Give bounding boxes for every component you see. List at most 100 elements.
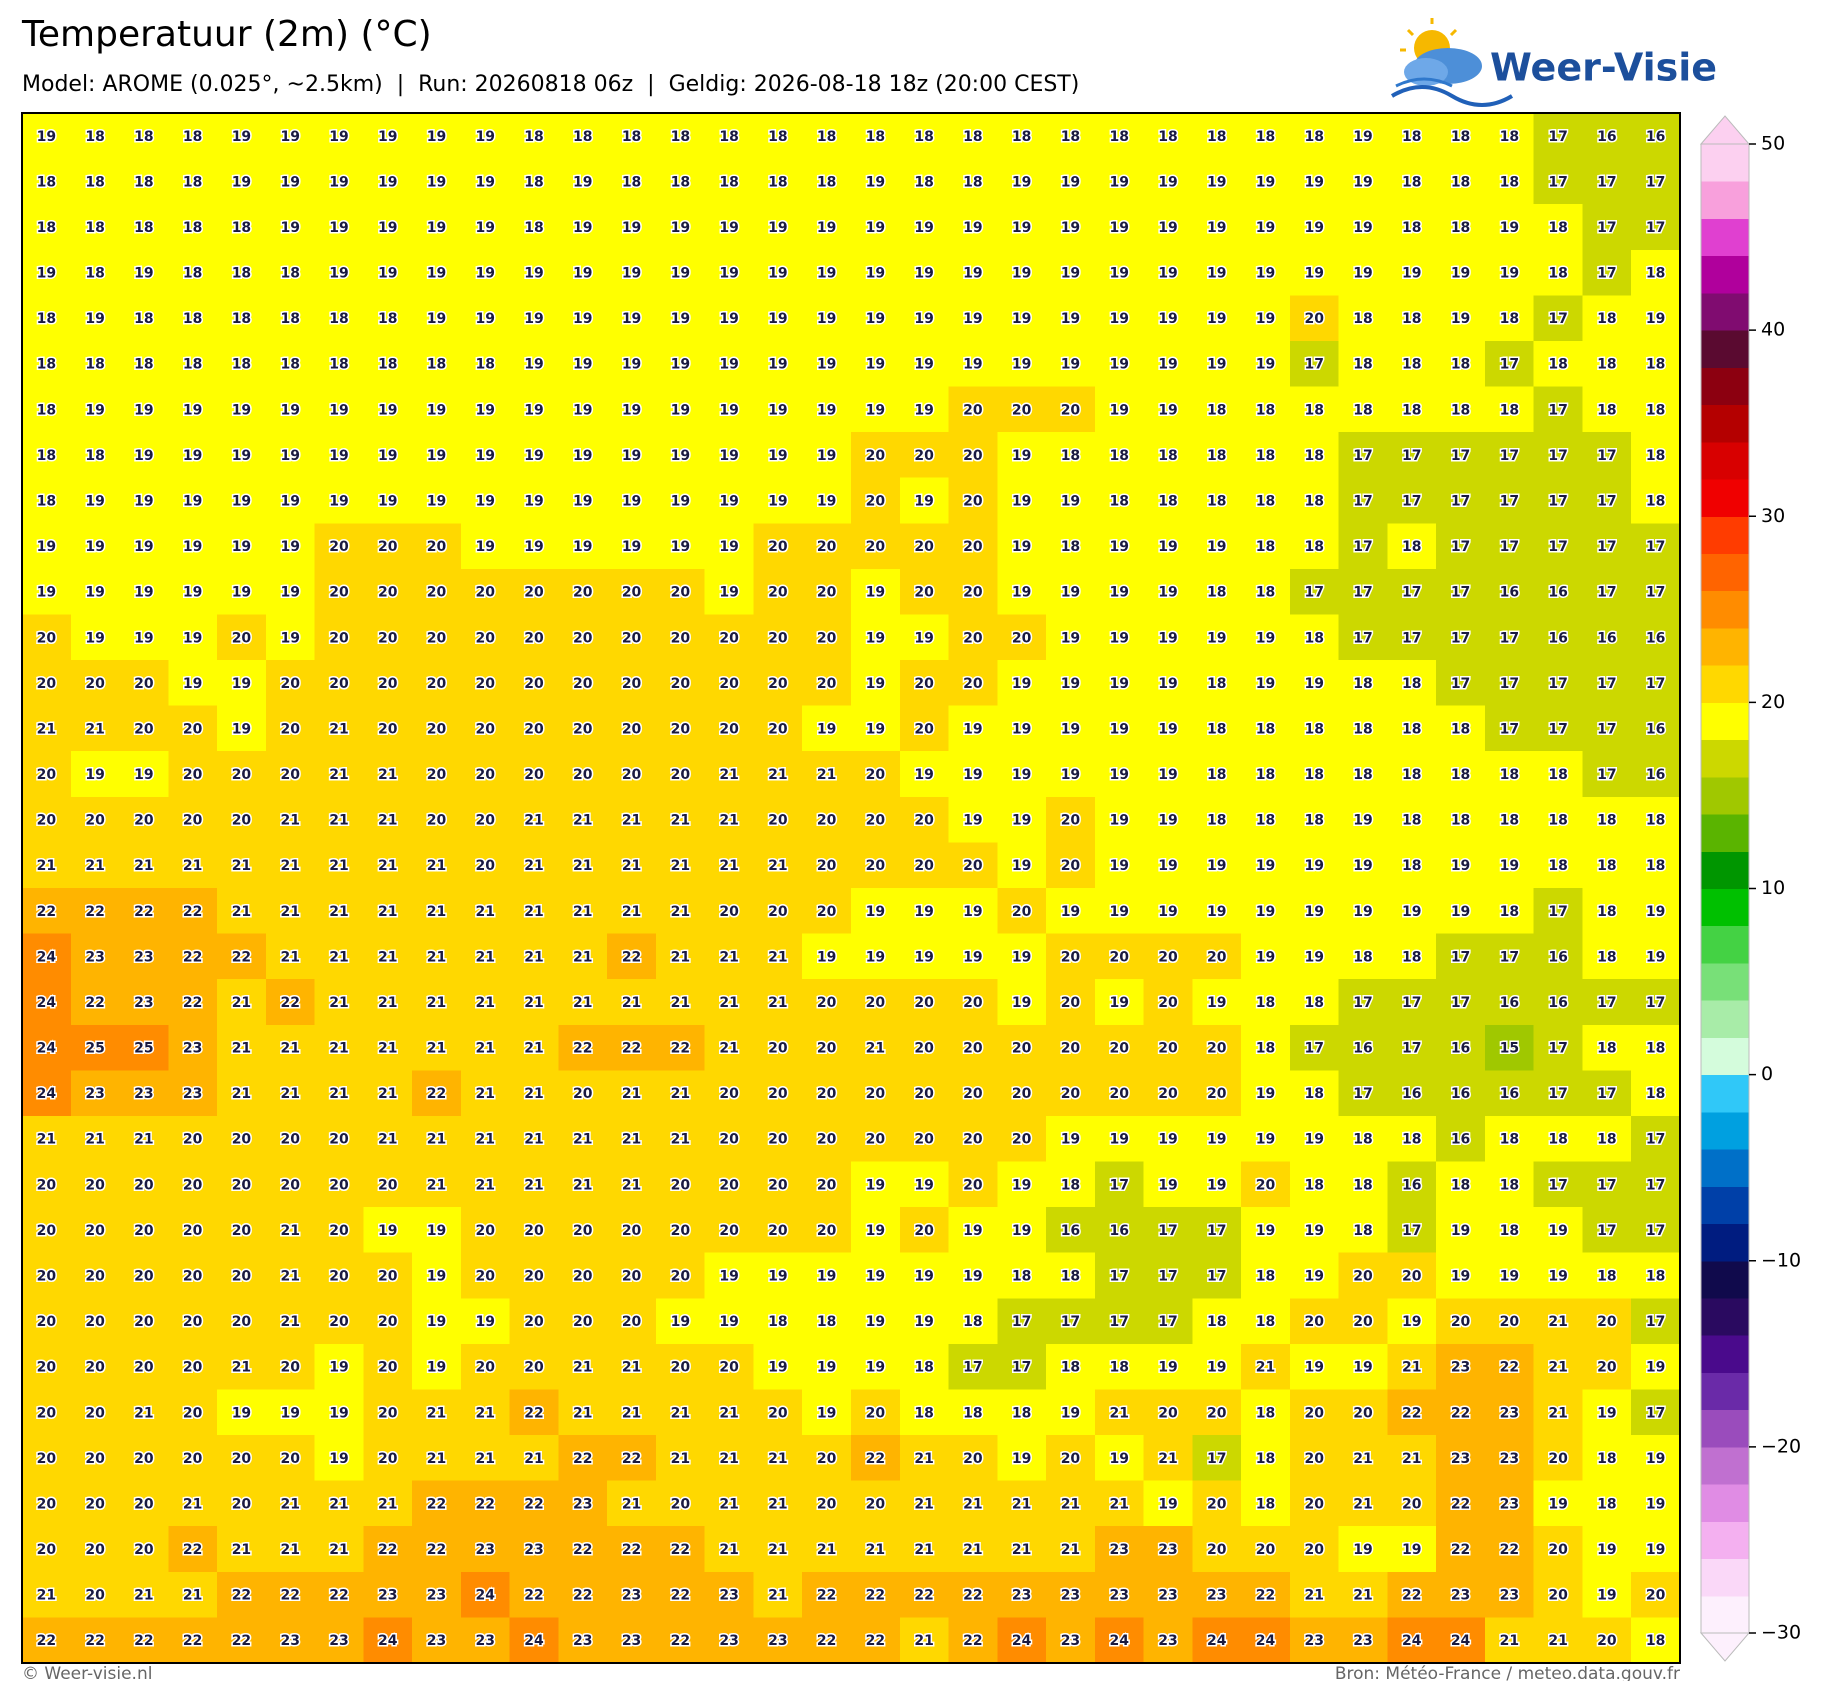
temp-label: 19: [524, 402, 543, 418]
temp-cell: [1484, 113, 1535, 160]
temp-cell: [412, 340, 462, 388]
temp-label: 19: [1158, 721, 1177, 737]
temp-cell: [997, 1617, 1047, 1663]
temp-label: 19: [1109, 539, 1128, 555]
temp-label: 21: [85, 858, 104, 874]
temp-cell: [412, 979, 462, 1026]
temp-label: 23: [476, 1542, 495, 1558]
temp-label: 19: [1109, 630, 1128, 646]
temp-cell: [997, 249, 1047, 296]
temp-cell: [948, 1617, 998, 1663]
temp-cell: [1094, 796, 1145, 844]
temp-cell: [558, 113, 608, 160]
temp-cell: [314, 1070, 364, 1117]
temp-label: 19: [329, 1405, 348, 1421]
temp-cell: [412, 888, 462, 935]
temp-cell: [753, 1571, 803, 1619]
temp-cell: [704, 204, 755, 251]
temp-cell: [851, 568, 901, 616]
temp-cell: [1631, 1571, 1680, 1619]
temp-label: 19: [1353, 858, 1372, 874]
temp-label: 19: [85, 539, 104, 555]
temp-label: 18: [134, 311, 153, 327]
temp-cell: [168, 295, 218, 342]
temp-cell: [851, 979, 901, 1026]
temp-cell: [509, 568, 560, 616]
temp-cell: [704, 979, 755, 1026]
temp-label: 20: [768, 904, 788, 920]
temp-cell: [1192, 751, 1242, 798]
temp-label: 17: [1646, 676, 1665, 692]
temp-label: 19: [817, 357, 836, 373]
temp-label: 17: [1597, 1223, 1616, 1239]
temp-label: 25: [85, 1041, 104, 1057]
colorbar-band: [1701, 1409, 1749, 1448]
temp-label: 20: [85, 1177, 105, 1193]
temp-label: 20: [183, 1223, 203, 1239]
temp-label: 21: [476, 1405, 495, 1421]
temp-label: 21: [232, 1041, 251, 1057]
temp-label: 21: [329, 995, 348, 1011]
temp-label: 20: [573, 1314, 593, 1330]
temp-label: 19: [1305, 676, 1324, 692]
temp-cell: [899, 1115, 950, 1163]
temp-label: 18: [1256, 1451, 1275, 1467]
temp-label: 19: [1109, 904, 1128, 920]
temp-label: 19: [866, 174, 885, 190]
temp-cell: [753, 705, 803, 752]
temp-cell: [22, 1617, 72, 1663]
temp-cell: [802, 705, 852, 752]
temp-cell: [1631, 1298, 1680, 1345]
temp-cell: [1192, 477, 1242, 524]
temp-label: 20: [280, 721, 300, 737]
temp-cell: [1338, 933, 1389, 980]
temp-cell: [1289, 979, 1340, 1026]
temp-label: 20: [378, 1405, 398, 1421]
temp-label: 19: [1597, 1542, 1616, 1558]
temp-cell: [1582, 1115, 1632, 1163]
temp-cell: [899, 204, 950, 251]
temp-label: 19: [427, 448, 446, 464]
temp-label: 21: [280, 1496, 299, 1512]
temp-cell: [363, 1617, 413, 1663]
temp-cell: [753, 751, 803, 798]
temp-label: 18: [1061, 129, 1080, 145]
temp-cell: [1387, 614, 1437, 661]
temp-cell: [899, 933, 950, 980]
temp-label: 19: [1402, 1542, 1421, 1558]
temp-label: 20: [719, 1177, 739, 1193]
temp-label: 19: [866, 721, 885, 737]
temp-cell: [22, 1252, 72, 1299]
temp-label: 19: [914, 311, 933, 327]
temp-cell: [1241, 568, 1291, 616]
temp-cell: [704, 340, 755, 388]
temp-label: 23: [1451, 1588, 1470, 1604]
temp-label: 20: [1061, 858, 1081, 874]
temp-cell: [607, 842, 657, 889]
temp-cell: [1484, 158, 1535, 205]
temp-cell: [1484, 1480, 1535, 1527]
temp-cell: [1338, 386, 1389, 433]
temp-cell: [655, 888, 706, 935]
temp-label: 19: [817, 266, 836, 282]
temp-label: 19: [1646, 1360, 1665, 1376]
temp-label: 18: [183, 266, 202, 282]
temp-label: 17: [1402, 1041, 1421, 1057]
temp-cell: [460, 1207, 511, 1254]
temp-label: 17: [1548, 721, 1567, 737]
temp-label: 24: [524, 1633, 544, 1649]
temp-cell: [851, 705, 901, 752]
temp-label: 20: [817, 585, 837, 601]
temp-cell: [119, 1343, 169, 1391]
temp-cell: [1046, 705, 1096, 752]
temp-label: 20: [622, 1223, 642, 1239]
temp-label: 19: [1402, 904, 1421, 920]
temp-label: 20: [427, 676, 447, 692]
temp-label: 18: [280, 311, 299, 327]
temp-cell: [217, 249, 267, 296]
temp-cell: [655, 933, 706, 980]
temp-cell: [509, 1526, 560, 1573]
temp-label: 16: [1548, 585, 1567, 601]
temp-cell: [997, 614, 1047, 661]
temp-label: 19: [85, 767, 104, 783]
